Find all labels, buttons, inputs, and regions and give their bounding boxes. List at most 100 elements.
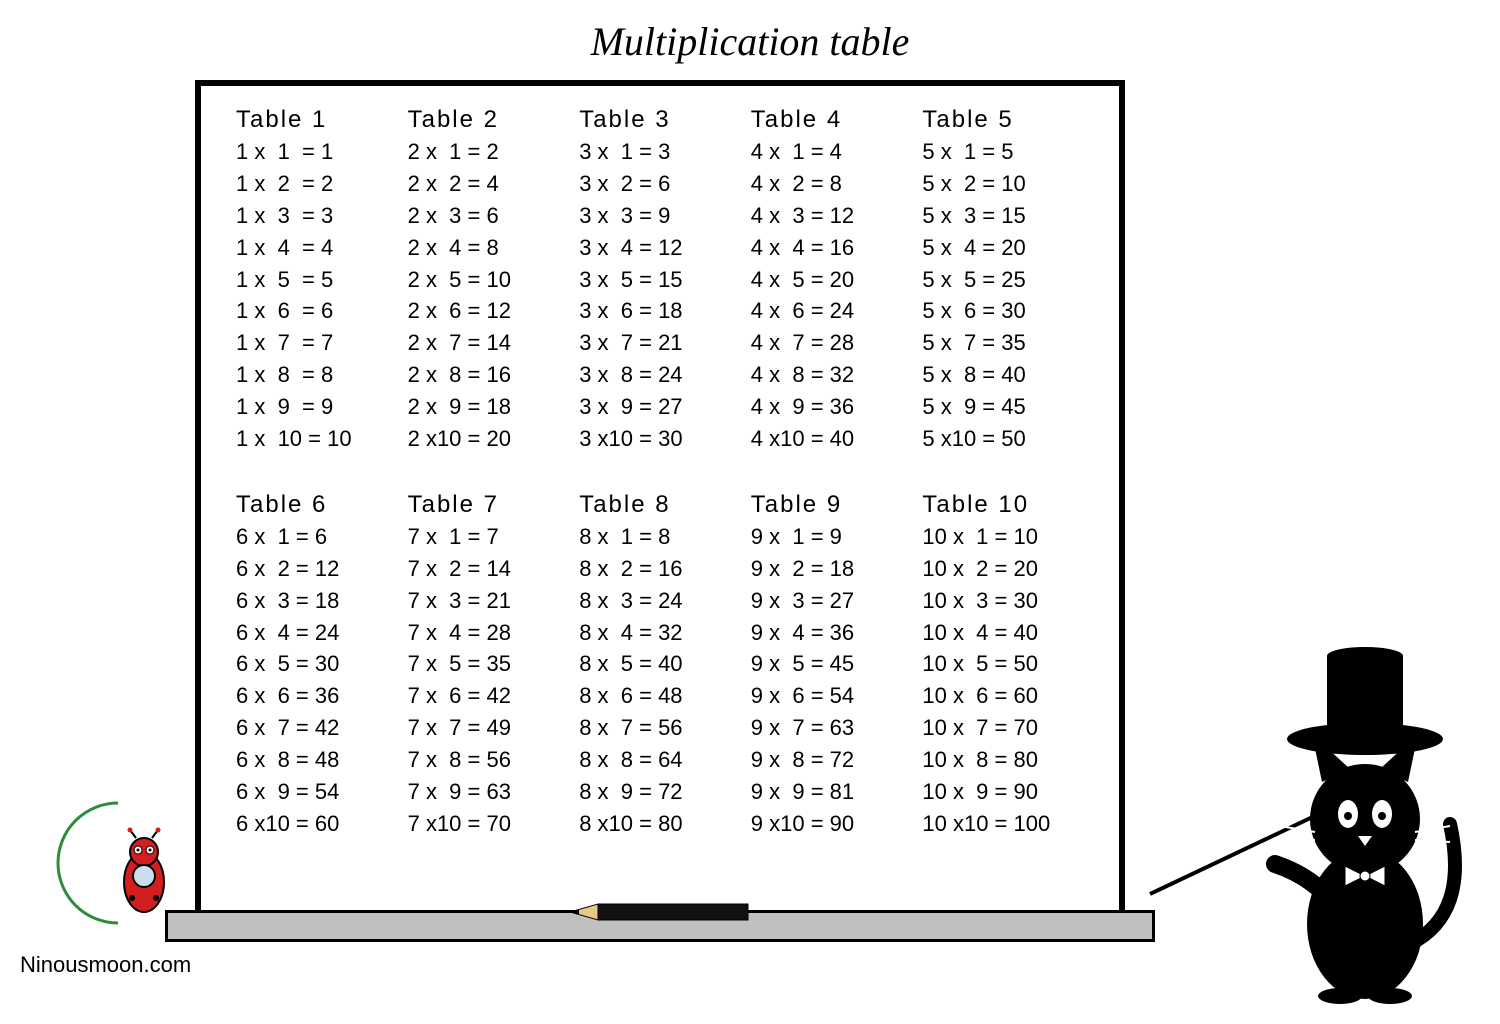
table-row: 2 x10 = 20 xyxy=(408,423,570,455)
table-header: Table 10 xyxy=(922,491,1084,519)
table-row: 1 x 1 = 1 xyxy=(236,136,398,168)
table-row: 3 x 9 = 27 xyxy=(579,391,741,423)
tables-row-1: Table 1 1 x 1 = 1 1 x 2 = 2 1 x 3 = 3 1 … xyxy=(236,106,1084,455)
table-row: 9 x 1 = 9 xyxy=(751,521,913,553)
table-row: 1 x 9 = 9 xyxy=(236,391,398,423)
table-row: 2 x 4 = 8 xyxy=(408,232,570,264)
table-row: 1 x 6 = 6 xyxy=(236,295,398,327)
table-row: 4 x 7 = 28 xyxy=(751,327,913,359)
table-row: 4 x 9 = 36 xyxy=(751,391,913,423)
table-column: Table 9 9 x 1 = 9 9 x 2 = 18 9 x 3 = 27 … xyxy=(751,491,913,840)
cat-character-icon xyxy=(1140,644,1470,1004)
table-row: 1 x 8 = 8 xyxy=(236,359,398,391)
table-row: 2 x 3 = 6 xyxy=(408,200,570,232)
table-row: 3 x 4 = 12 xyxy=(579,232,741,264)
table-row: 9 x 7 = 63 xyxy=(751,712,913,744)
table-row: 5 x 6 = 30 xyxy=(922,295,1084,327)
table-header: Table 4 xyxy=(751,106,913,134)
table-row: 4 x 8 = 32 xyxy=(751,359,913,391)
table-row: 3 x 2 = 6 xyxy=(579,168,741,200)
table-header: Table 3 xyxy=(579,106,741,134)
table-row: 4 x 3 = 12 xyxy=(751,200,913,232)
table-row: 8 x 7 = 56 xyxy=(579,712,741,744)
table-row: 9 x 5 = 45 xyxy=(751,648,913,680)
table-column: Table 5 5 x 1 = 5 5 x 2 = 10 5 x 3 = 15 … xyxy=(922,106,1084,455)
table-header: Table 2 xyxy=(408,106,570,134)
table-row: 7 x 6 = 42 xyxy=(408,680,570,712)
table-row: 4 x 1 = 4 xyxy=(751,136,913,168)
board-surface: Table 1 1 x 1 = 1 1 x 2 = 2 1 x 3 = 3 1 … xyxy=(195,80,1125,910)
credit-text: Ninousmoon.com xyxy=(20,952,191,978)
board-tray xyxy=(165,910,1155,942)
table-row: 4 x10 = 40 xyxy=(751,423,913,455)
table-row: 7 x 7 = 49 xyxy=(408,712,570,744)
table-row: 1 x 2 = 2 xyxy=(236,168,398,200)
whiteboard: Table 1 1 x 1 = 1 1 x 2 = 2 1 x 3 = 3 1 … xyxy=(195,80,1125,942)
table-row: 2 x 8 = 16 xyxy=(408,359,570,391)
pencil-icon xyxy=(570,903,750,921)
table-row: 5 x 9 = 45 xyxy=(922,391,1084,423)
table-column: Table 7 7 x 1 = 7 7 x 2 = 14 7 x 3 = 21 … xyxy=(408,491,570,840)
table-row: 7 x 1 = 7 xyxy=(408,521,570,553)
table-row: 8 x 8 = 64 xyxy=(579,744,741,776)
table-row: 5 x 1 = 5 xyxy=(922,136,1084,168)
table-row: 4 x 6 = 24 xyxy=(751,295,913,327)
table-header: Table 8 xyxy=(579,491,741,519)
table-row: 10 x 4 = 40 xyxy=(922,617,1084,649)
table-column: Table 3 3 x 1 = 3 3 x 2 = 6 3 x 3 = 9 3 … xyxy=(579,106,741,455)
table-row: 6 x 7 = 42 xyxy=(236,712,398,744)
table-row: 5 x 4 = 20 xyxy=(922,232,1084,264)
table-row: 3 x 7 = 21 xyxy=(579,327,741,359)
table-row: 10 x 7 = 70 xyxy=(922,712,1084,744)
table-row: 6 x 3 = 18 xyxy=(236,585,398,617)
table-row: 3 x10 = 30 xyxy=(579,423,741,455)
table-row: 6 x10 = 60 xyxy=(236,808,398,840)
table-row: 9 x 6 = 54 xyxy=(751,680,913,712)
table-row: 6 x 6 = 36 xyxy=(236,680,398,712)
table-row: 1 x 7 = 7 xyxy=(236,327,398,359)
table-row: 6 x 4 = 24 xyxy=(236,617,398,649)
table-header: Table 9 xyxy=(751,491,913,519)
table-row: 5 x 5 = 25 xyxy=(922,264,1084,296)
table-row: 9 x 4 = 36 xyxy=(751,617,913,649)
table-row: 4 x 4 = 16 xyxy=(751,232,913,264)
table-row: 1 x 4 = 4 xyxy=(236,232,398,264)
table-row: 9 x 9 = 81 xyxy=(751,776,913,808)
table-column: Table 1 1 x 1 = 1 1 x 2 = 2 1 x 3 = 3 1 … xyxy=(236,106,398,455)
table-row: 7 x 5 = 35 xyxy=(408,648,570,680)
table-column: Table 4 4 x 1 = 4 4 x 2 = 8 4 x 3 = 12 4… xyxy=(751,106,913,455)
table-row: 1 x 10 = 10 xyxy=(236,423,398,455)
table-row: 5 x10 = 50 xyxy=(922,423,1084,455)
table-row: 5 x 2 = 10 xyxy=(922,168,1084,200)
table-row: 3 x 5 = 15 xyxy=(579,264,741,296)
table-row: 3 x 3 = 9 xyxy=(579,200,741,232)
table-column: Table 10 10 x 1 = 10 10 x 2 = 20 10 x 3 … xyxy=(922,491,1084,840)
tables-row-2: Table 6 6 x 1 = 6 6 x 2 = 12 6 x 3 = 18 … xyxy=(236,491,1084,840)
table-row: 5 x 7 = 35 xyxy=(922,327,1084,359)
table-row: 6 x 2 = 12 xyxy=(236,553,398,585)
table-row: 9 x 2 = 18 xyxy=(751,553,913,585)
table-row: 5 x 8 = 40 xyxy=(922,359,1084,391)
table-row: 10 x 2 = 20 xyxy=(922,553,1084,585)
table-row: 10 x 6 = 60 xyxy=(922,680,1084,712)
table-row: 1 x 3 = 3 xyxy=(236,200,398,232)
table-row: 3 x 6 = 18 xyxy=(579,295,741,327)
table-row: 6 x 9 = 54 xyxy=(236,776,398,808)
table-row: 7 x10 = 70 xyxy=(408,808,570,840)
table-row: 7 x 9 = 63 xyxy=(408,776,570,808)
table-row: 9 x10 = 90 xyxy=(751,808,913,840)
table-row: 10 x 8 = 80 xyxy=(922,744,1084,776)
table-header: Table 7 xyxy=(408,491,570,519)
table-row: 8 x 5 = 40 xyxy=(579,648,741,680)
table-row: 2 x 1 = 2 xyxy=(408,136,570,168)
table-row: 6 x 5 = 30 xyxy=(236,648,398,680)
table-row: 8 x 9 = 72 xyxy=(579,776,741,808)
table-row: 3 x 8 = 24 xyxy=(579,359,741,391)
table-row: 10 x 1 = 10 xyxy=(922,521,1084,553)
table-row: 4 x 5 = 20 xyxy=(751,264,913,296)
table-row: 7 x 3 = 21 xyxy=(408,585,570,617)
table-row: 3 x 1 = 3 xyxy=(579,136,741,168)
table-row: 7 x 2 = 14 xyxy=(408,553,570,585)
table-row: 2 x 6 = 12 xyxy=(408,295,570,327)
table-row: 2 x 5 = 10 xyxy=(408,264,570,296)
